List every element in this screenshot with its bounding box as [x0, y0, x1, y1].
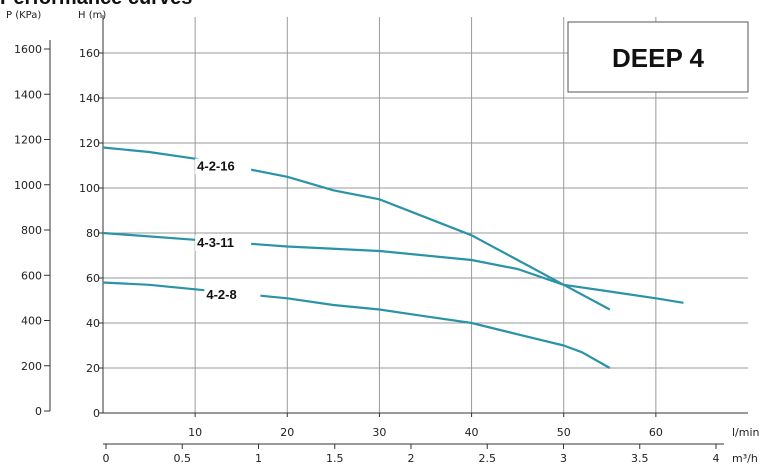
x-tick-label: 20 — [280, 426, 294, 439]
y-tick-label: 80 — [86, 227, 100, 240]
y2-tick-label: 0 — [35, 405, 42, 418]
y-tick-label: 100 — [79, 182, 100, 195]
x2-tick-label: 2 — [408, 452, 415, 465]
x2-tick-label: 3.5 — [631, 452, 649, 465]
y2-tick-label: 1200 — [14, 134, 42, 147]
y2-tick-label: 1600 — [14, 43, 42, 56]
y2-tick-label: 600 — [21, 269, 42, 282]
chart-title: DEEP 4 — [612, 43, 705, 73]
x-axis-secondary-ticks: 0 0.5 1 1.5 2 2.5 3 3.5 4 — [103, 444, 720, 465]
y2-tick-label: 1400 — [14, 88, 42, 101]
series-label-bg — [195, 235, 252, 251]
series-label-bg — [195, 158, 252, 175]
series-line-4-2-8 — [102, 281, 611, 369]
x-tick-label: 10 — [188, 426, 202, 439]
y2-tick-label: 1000 — [14, 179, 42, 192]
x2-tick-label: 1.5 — [326, 452, 344, 465]
x-tick-label: 30 — [372, 426, 386, 439]
series-label-4-2-8: 4-2-8 — [206, 287, 236, 302]
title-box — [567, 21, 749, 93]
x-axis-primary-label: l/min — [732, 426, 760, 439]
page-header: Performance curves — [0, 0, 192, 9]
series-label-bg — [204, 286, 261, 303]
y-tick-label: 40 — [86, 317, 100, 330]
x-axis-primary-ticks: 10 20 30 40 50 60 — [188, 413, 663, 439]
y-tick-label: 0 — [93, 407, 100, 420]
x-tick-label: 50 — [557, 426, 571, 439]
y-axis-secondary-label: P (KPa) — [6, 10, 41, 21]
x2-tick-label: 0.5 — [174, 452, 192, 465]
y-tick-label: 120 — [79, 137, 100, 150]
y-axis-secondary-ticks: 0 200 400 600 800 1000 1200 1400 1600 — [14, 43, 50, 418]
y2-tick-label: 800 — [21, 224, 42, 237]
y-axis-primary-label: H (m) — [78, 10, 106, 21]
y-tick-label: 60 — [86, 272, 100, 285]
x-tick-label: 60 — [649, 426, 663, 439]
x2-tick-label: 1 — [255, 452, 262, 465]
x-axis-secondary-label: m³/h — [732, 452, 758, 465]
x2-tick-label: 2.5 — [479, 452, 497, 465]
series-label-4-3-11: 4-3-11 — [197, 235, 234, 250]
x2-tick-label: 4 — [713, 452, 720, 465]
series-line-4-3-11 — [102, 231, 684, 304]
x-tick-label: 40 — [465, 426, 479, 439]
series-label-4-2-16: 4-2-16 — [197, 159, 235, 174]
series-group: 4-2-16 4-3-11 4-2-8 — [102, 146, 684, 369]
x2-tick-label: 3 — [560, 452, 567, 465]
y2-tick-label: 200 — [21, 360, 42, 373]
series-line-4-2-16 — [102, 146, 611, 311]
y-tick-label: 20 — [86, 362, 100, 375]
grid-lines — [103, 17, 748, 413]
x2-tick-label: 0 — [103, 452, 110, 465]
axes — [49, 15, 748, 445]
y-tick-label: 160 — [79, 47, 100, 60]
y2-tick-label: 400 — [21, 315, 42, 328]
y-tick-label: 140 — [79, 92, 100, 105]
y-axis-primary-ticks: 0 20 40 60 80 100 120 140 160 — [79, 47, 103, 420]
